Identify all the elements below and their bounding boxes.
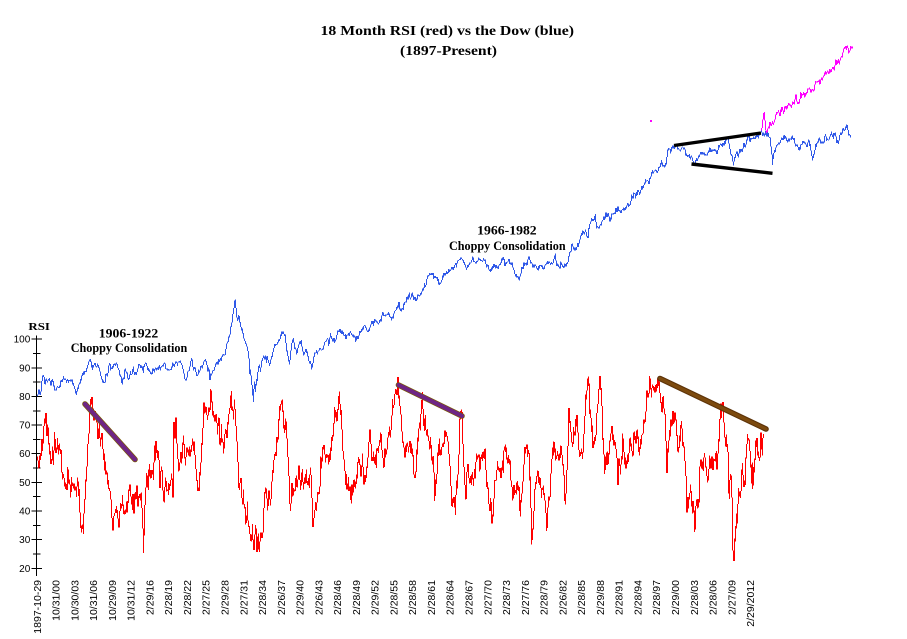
svg-text:50: 50 xyxy=(19,478,31,489)
svg-text:2/28/55: 2/28/55 xyxy=(388,580,400,615)
svg-text:2/28/97: 2/28/97 xyxy=(651,580,663,615)
svg-text:2/28/91: 2/28/91 xyxy=(614,580,626,615)
svg-text:2/28/46: 2/28/46 xyxy=(332,580,344,615)
svg-text:2/26/82: 2/26/82 xyxy=(557,580,569,615)
svg-text:20: 20 xyxy=(19,564,31,575)
svg-text:2/28/58: 2/28/58 xyxy=(407,580,419,615)
svg-text:1897-10-29: 1897-10-29 xyxy=(32,580,44,634)
svg-text:10/31/06: 10/31/06 xyxy=(88,580,100,621)
svg-text:10/29/09: 10/29/09 xyxy=(107,580,119,621)
svg-text:2/29/52: 2/29/52 xyxy=(370,580,382,615)
svg-text:10/30/03: 10/30/03 xyxy=(69,580,81,621)
svg-text:2/28/79: 2/28/79 xyxy=(539,580,551,615)
svg-text:2/28/06: 2/28/06 xyxy=(708,580,720,615)
svg-text:70: 70 xyxy=(19,421,31,432)
svg-text:40: 40 xyxy=(19,507,31,518)
svg-text:2/29/88: 2/29/88 xyxy=(595,580,607,615)
svg-text:60: 60 xyxy=(19,449,31,460)
svg-text:90: 90 xyxy=(19,363,31,374)
svg-text:2/27/76: 2/27/76 xyxy=(520,580,532,615)
svg-text:2/29/00: 2/29/00 xyxy=(670,580,682,615)
svg-text:Choppy Consolidation: Choppy Consolidation xyxy=(71,340,188,355)
svg-text:2/27/70: 2/27/70 xyxy=(482,580,494,615)
svg-text:80: 80 xyxy=(19,392,31,403)
svg-text:2/29/2012: 2/29/2012 xyxy=(745,580,757,627)
svg-text:2/28/49: 2/28/49 xyxy=(351,580,363,615)
svg-text:2/28/64: 2/28/64 xyxy=(445,580,457,615)
svg-text:2/28/85: 2/28/85 xyxy=(576,580,588,615)
svg-text:100: 100 xyxy=(14,335,31,346)
svg-text:2/27/25: 2/27/25 xyxy=(201,580,213,615)
svg-text:2/29/40: 2/29/40 xyxy=(295,580,307,615)
svg-text:2/27/31: 2/27/31 xyxy=(238,580,250,615)
svg-text:(1897-Present): (1897-Present) xyxy=(400,44,497,59)
svg-text:2/29/28: 2/29/28 xyxy=(220,580,232,615)
svg-text:2/28/73: 2/28/73 xyxy=(501,580,513,615)
svg-text:2/28/03: 2/28/03 xyxy=(689,580,701,615)
svg-text:18 Month RSI (red) vs the Dow: 18 Month RSI (red) vs the Dow (blue) xyxy=(321,24,575,39)
svg-text:2/28/67: 2/28/67 xyxy=(464,580,476,615)
svg-text:2/28/61: 2/28/61 xyxy=(426,580,438,615)
svg-text:1906-1922: 1906-1922 xyxy=(99,325,159,340)
svg-text:2/26/43: 2/26/43 xyxy=(313,580,325,615)
svg-text:2/27/09: 2/27/09 xyxy=(726,580,738,615)
svg-text:2/28/94: 2/28/94 xyxy=(632,580,644,615)
svg-text:10/31/12: 10/31/12 xyxy=(126,580,138,621)
svg-text:10/31/00: 10/31/00 xyxy=(51,580,63,621)
svg-text:RSI: RSI xyxy=(28,321,50,333)
svg-text:2/28/19: 2/28/19 xyxy=(163,580,175,615)
svg-text:2/28/22: 2/28/22 xyxy=(182,580,194,615)
svg-text:2/29/16: 2/29/16 xyxy=(144,580,156,615)
svg-text:2/28/34: 2/28/34 xyxy=(257,580,269,615)
svg-text:Choppy Consolidation: Choppy Consolidation xyxy=(449,238,566,253)
svg-text:30: 30 xyxy=(19,535,31,546)
svg-text:1966-1982: 1966-1982 xyxy=(477,223,537,238)
svg-text:2/26/37: 2/26/37 xyxy=(276,580,288,615)
